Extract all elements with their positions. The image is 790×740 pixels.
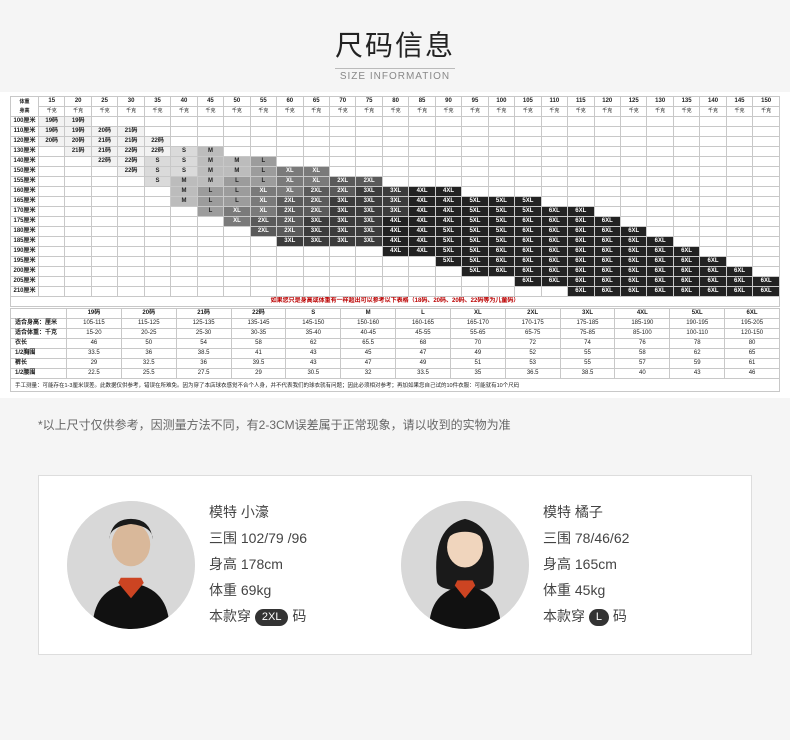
model-card: 模特 小濠 三围 102/79 /96 身高 178cm 体重 69kg 本款穿… <box>38 475 752 654</box>
size-badge: 2XL <box>255 609 289 626</box>
model-weight: 体重 69kg <box>209 578 307 604</box>
model-height: 身高 178cm <box>209 552 307 578</box>
model-male: 模特 小濠 三围 102/79 /96 身高 178cm 体重 69kg 本款穿… <box>67 500 389 629</box>
model-name: 模特 小濠 <box>209 500 307 526</box>
model-female: 模特 橘子 三围 78/46/62 身高 165cm 体重 45kg 本款穿 L… <box>401 500 723 629</box>
size-badge: L <box>589 609 609 626</box>
header-subtitle: SIZE INFORMATION <box>0 71 790 82</box>
size-info-header: 尺码信息 SIZE INFORMATION <box>0 0 790 92</box>
model-height: 身高 165cm <box>543 552 629 578</box>
avatar <box>401 501 529 629</box>
disclaimer-text: *以上尺寸仅供参考，因测量方法不同，有2-3CM误差属于正常现象，请以收到的实物… <box>0 398 790 475</box>
header-title: 尺码信息 <box>0 24 790 64</box>
measure-footnote: 手工测量：可能存在1-3厘米误差。此数据仅供参考，错误在所难免。因为穿了本店球衣… <box>10 379 780 392</box>
avatar <box>67 501 195 629</box>
model-wears: 本款穿 2XL 码 <box>209 604 307 630</box>
model-bwh: 三围 102/79 /96 <box>209 526 307 552</box>
size-chart: 体重身高152025303540455055606570758085909510… <box>0 92 790 398</box>
model-weight: 体重 45kg <box>543 578 629 604</box>
model-bwh: 三围 78/46/62 <box>543 526 629 552</box>
model-name: 模特 橘子 <box>543 500 629 526</box>
model-wears: 本款穿 L 码 <box>543 604 629 630</box>
